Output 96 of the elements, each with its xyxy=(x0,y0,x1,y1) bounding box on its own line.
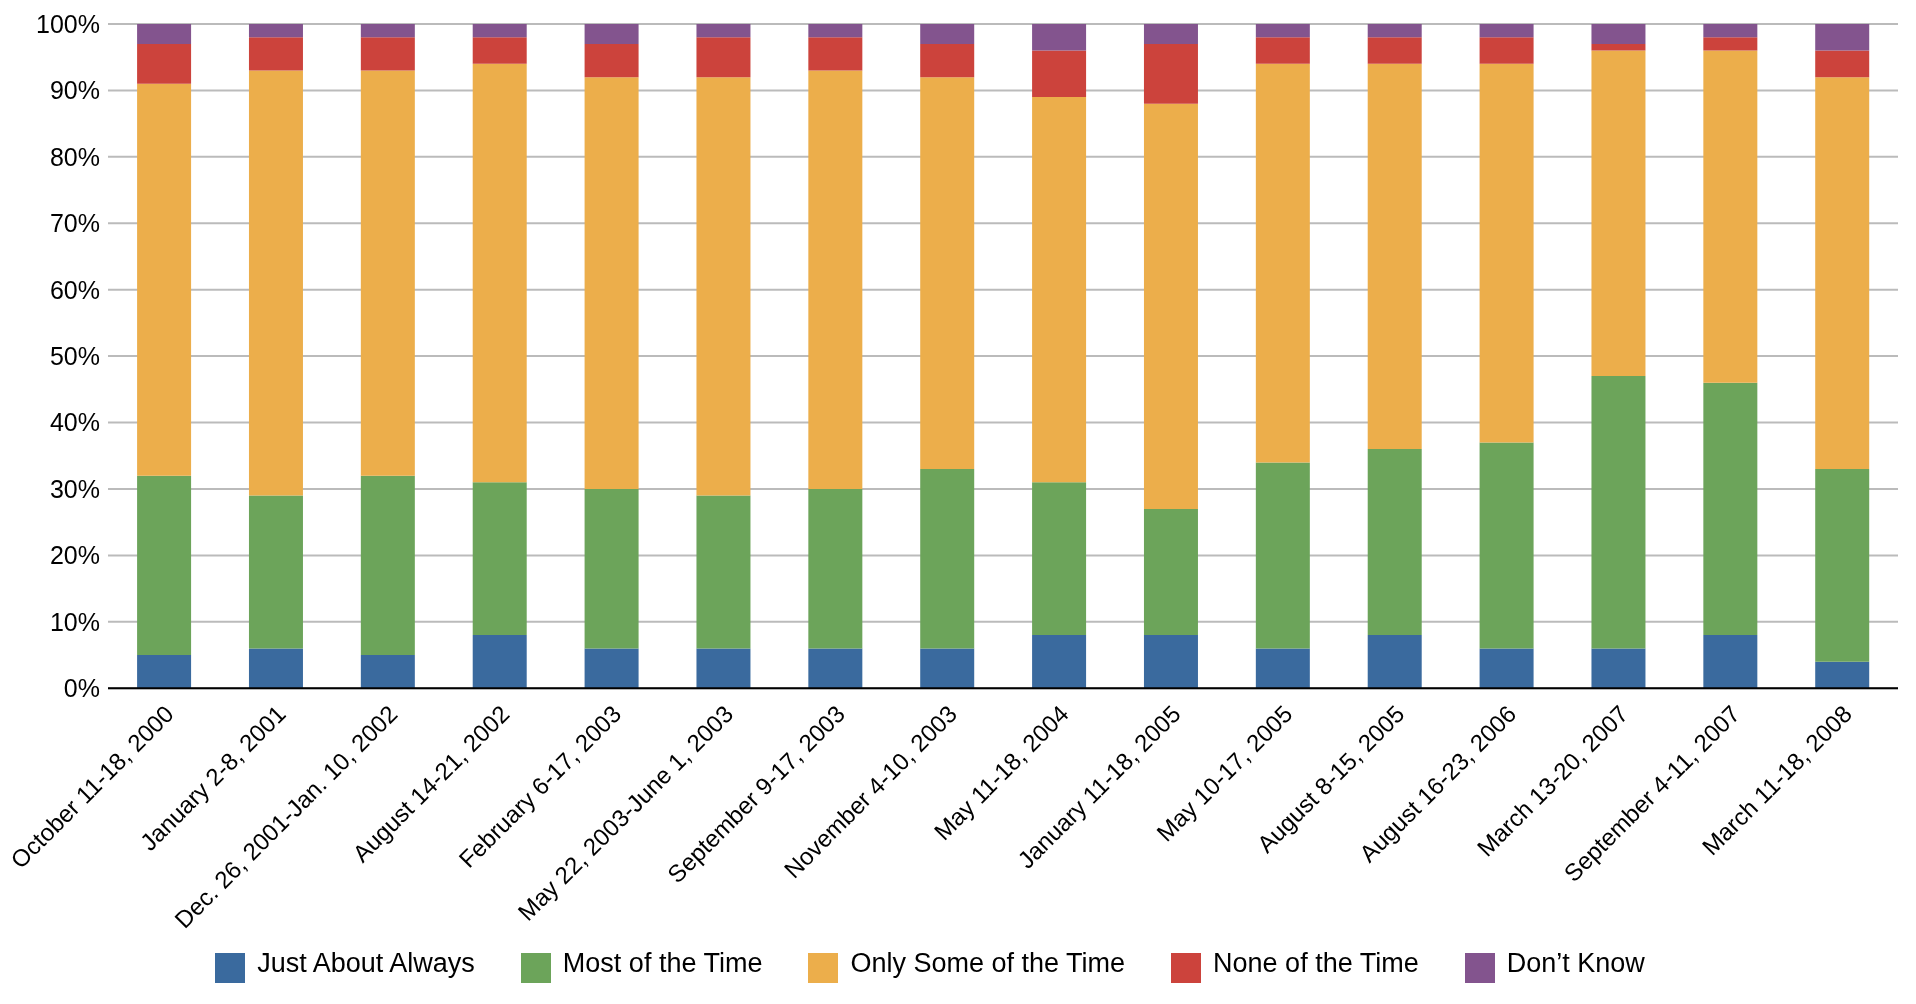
bar xyxy=(1479,24,1534,38)
y-tick-label: 100% xyxy=(36,9,100,38)
bar xyxy=(248,24,303,38)
bar xyxy=(808,24,863,38)
bar xyxy=(472,24,527,38)
bar xyxy=(1703,382,1758,636)
bar xyxy=(1143,635,1198,689)
bar xyxy=(696,648,751,689)
bar xyxy=(920,77,975,470)
bar xyxy=(360,475,415,656)
bar xyxy=(1032,50,1087,98)
bar xyxy=(1032,24,1087,51)
bar xyxy=(1591,24,1646,44)
bar xyxy=(1143,24,1198,44)
bar xyxy=(1367,24,1422,38)
y-tick-label: 40% xyxy=(49,408,100,437)
bar xyxy=(920,24,975,44)
y-tick-label: 50% xyxy=(49,341,100,370)
legend-label: Just About Always xyxy=(257,948,475,979)
bar xyxy=(920,43,975,78)
bar xyxy=(808,70,863,489)
bar xyxy=(1367,449,1422,636)
bar xyxy=(1367,635,1422,689)
bar xyxy=(584,648,639,689)
bar xyxy=(1703,24,1758,38)
bar xyxy=(248,648,303,689)
bar xyxy=(696,77,751,496)
bar xyxy=(137,24,192,44)
bar xyxy=(1815,661,1870,689)
y-tick-label: 60% xyxy=(49,275,100,304)
bar xyxy=(1367,63,1422,450)
bar xyxy=(472,37,527,64)
bar xyxy=(1815,77,1870,470)
bar xyxy=(1255,462,1310,649)
bar xyxy=(360,24,415,38)
bar xyxy=(1255,648,1310,689)
bar xyxy=(472,635,527,689)
bar xyxy=(808,37,863,71)
bar xyxy=(248,495,303,649)
legend-label: Most of the Time xyxy=(562,948,763,979)
bar xyxy=(1591,50,1646,377)
bar xyxy=(584,24,639,44)
bar xyxy=(1815,469,1870,662)
bar xyxy=(1479,442,1534,649)
bar xyxy=(808,648,863,689)
bar xyxy=(1815,50,1870,78)
bar xyxy=(1591,376,1646,649)
bar xyxy=(248,70,303,496)
bar xyxy=(137,83,192,476)
bar xyxy=(1255,63,1310,463)
bar xyxy=(1032,482,1087,636)
bar xyxy=(1367,37,1422,64)
y-tick-label: 90% xyxy=(49,76,100,105)
bar xyxy=(1032,97,1087,483)
legend-label: None of the Time xyxy=(1213,948,1419,979)
y-tick-label: 20% xyxy=(49,541,100,570)
bar xyxy=(1703,37,1758,51)
bar xyxy=(920,648,975,689)
bar xyxy=(472,482,527,636)
legend-label: Don’t Know xyxy=(1506,948,1645,979)
bar xyxy=(1703,50,1758,383)
bar xyxy=(696,495,751,649)
bar xyxy=(137,43,192,84)
bar xyxy=(920,469,975,649)
bar xyxy=(584,488,639,649)
bar xyxy=(1143,43,1198,104)
bar xyxy=(360,70,415,476)
y-tick-label: 0% xyxy=(63,674,100,703)
bar xyxy=(1032,635,1087,689)
bar xyxy=(584,43,639,78)
bar xyxy=(1479,37,1534,64)
bar xyxy=(1143,103,1198,509)
bar xyxy=(808,488,863,649)
bar xyxy=(696,37,751,78)
bar xyxy=(1703,635,1758,689)
bar xyxy=(137,475,192,656)
legend-label: Only Some of the Time xyxy=(850,948,1126,979)
bar xyxy=(1479,63,1534,443)
bar xyxy=(1255,37,1310,64)
bar xyxy=(696,24,751,38)
bar xyxy=(1479,648,1534,689)
y-tick-label: 30% xyxy=(49,474,100,503)
y-tick-label: 80% xyxy=(49,142,100,171)
bar xyxy=(248,37,303,71)
bar xyxy=(1255,24,1310,38)
bar xyxy=(137,655,192,689)
bar xyxy=(360,37,415,71)
bar xyxy=(472,63,527,483)
bar xyxy=(1591,648,1646,689)
y-tick-label: 10% xyxy=(49,607,100,636)
bar xyxy=(1143,508,1198,636)
bar xyxy=(1591,43,1646,51)
bar xyxy=(584,77,639,489)
bar xyxy=(1815,24,1870,51)
y-tick-label: 70% xyxy=(49,209,100,238)
bar xyxy=(360,655,415,689)
